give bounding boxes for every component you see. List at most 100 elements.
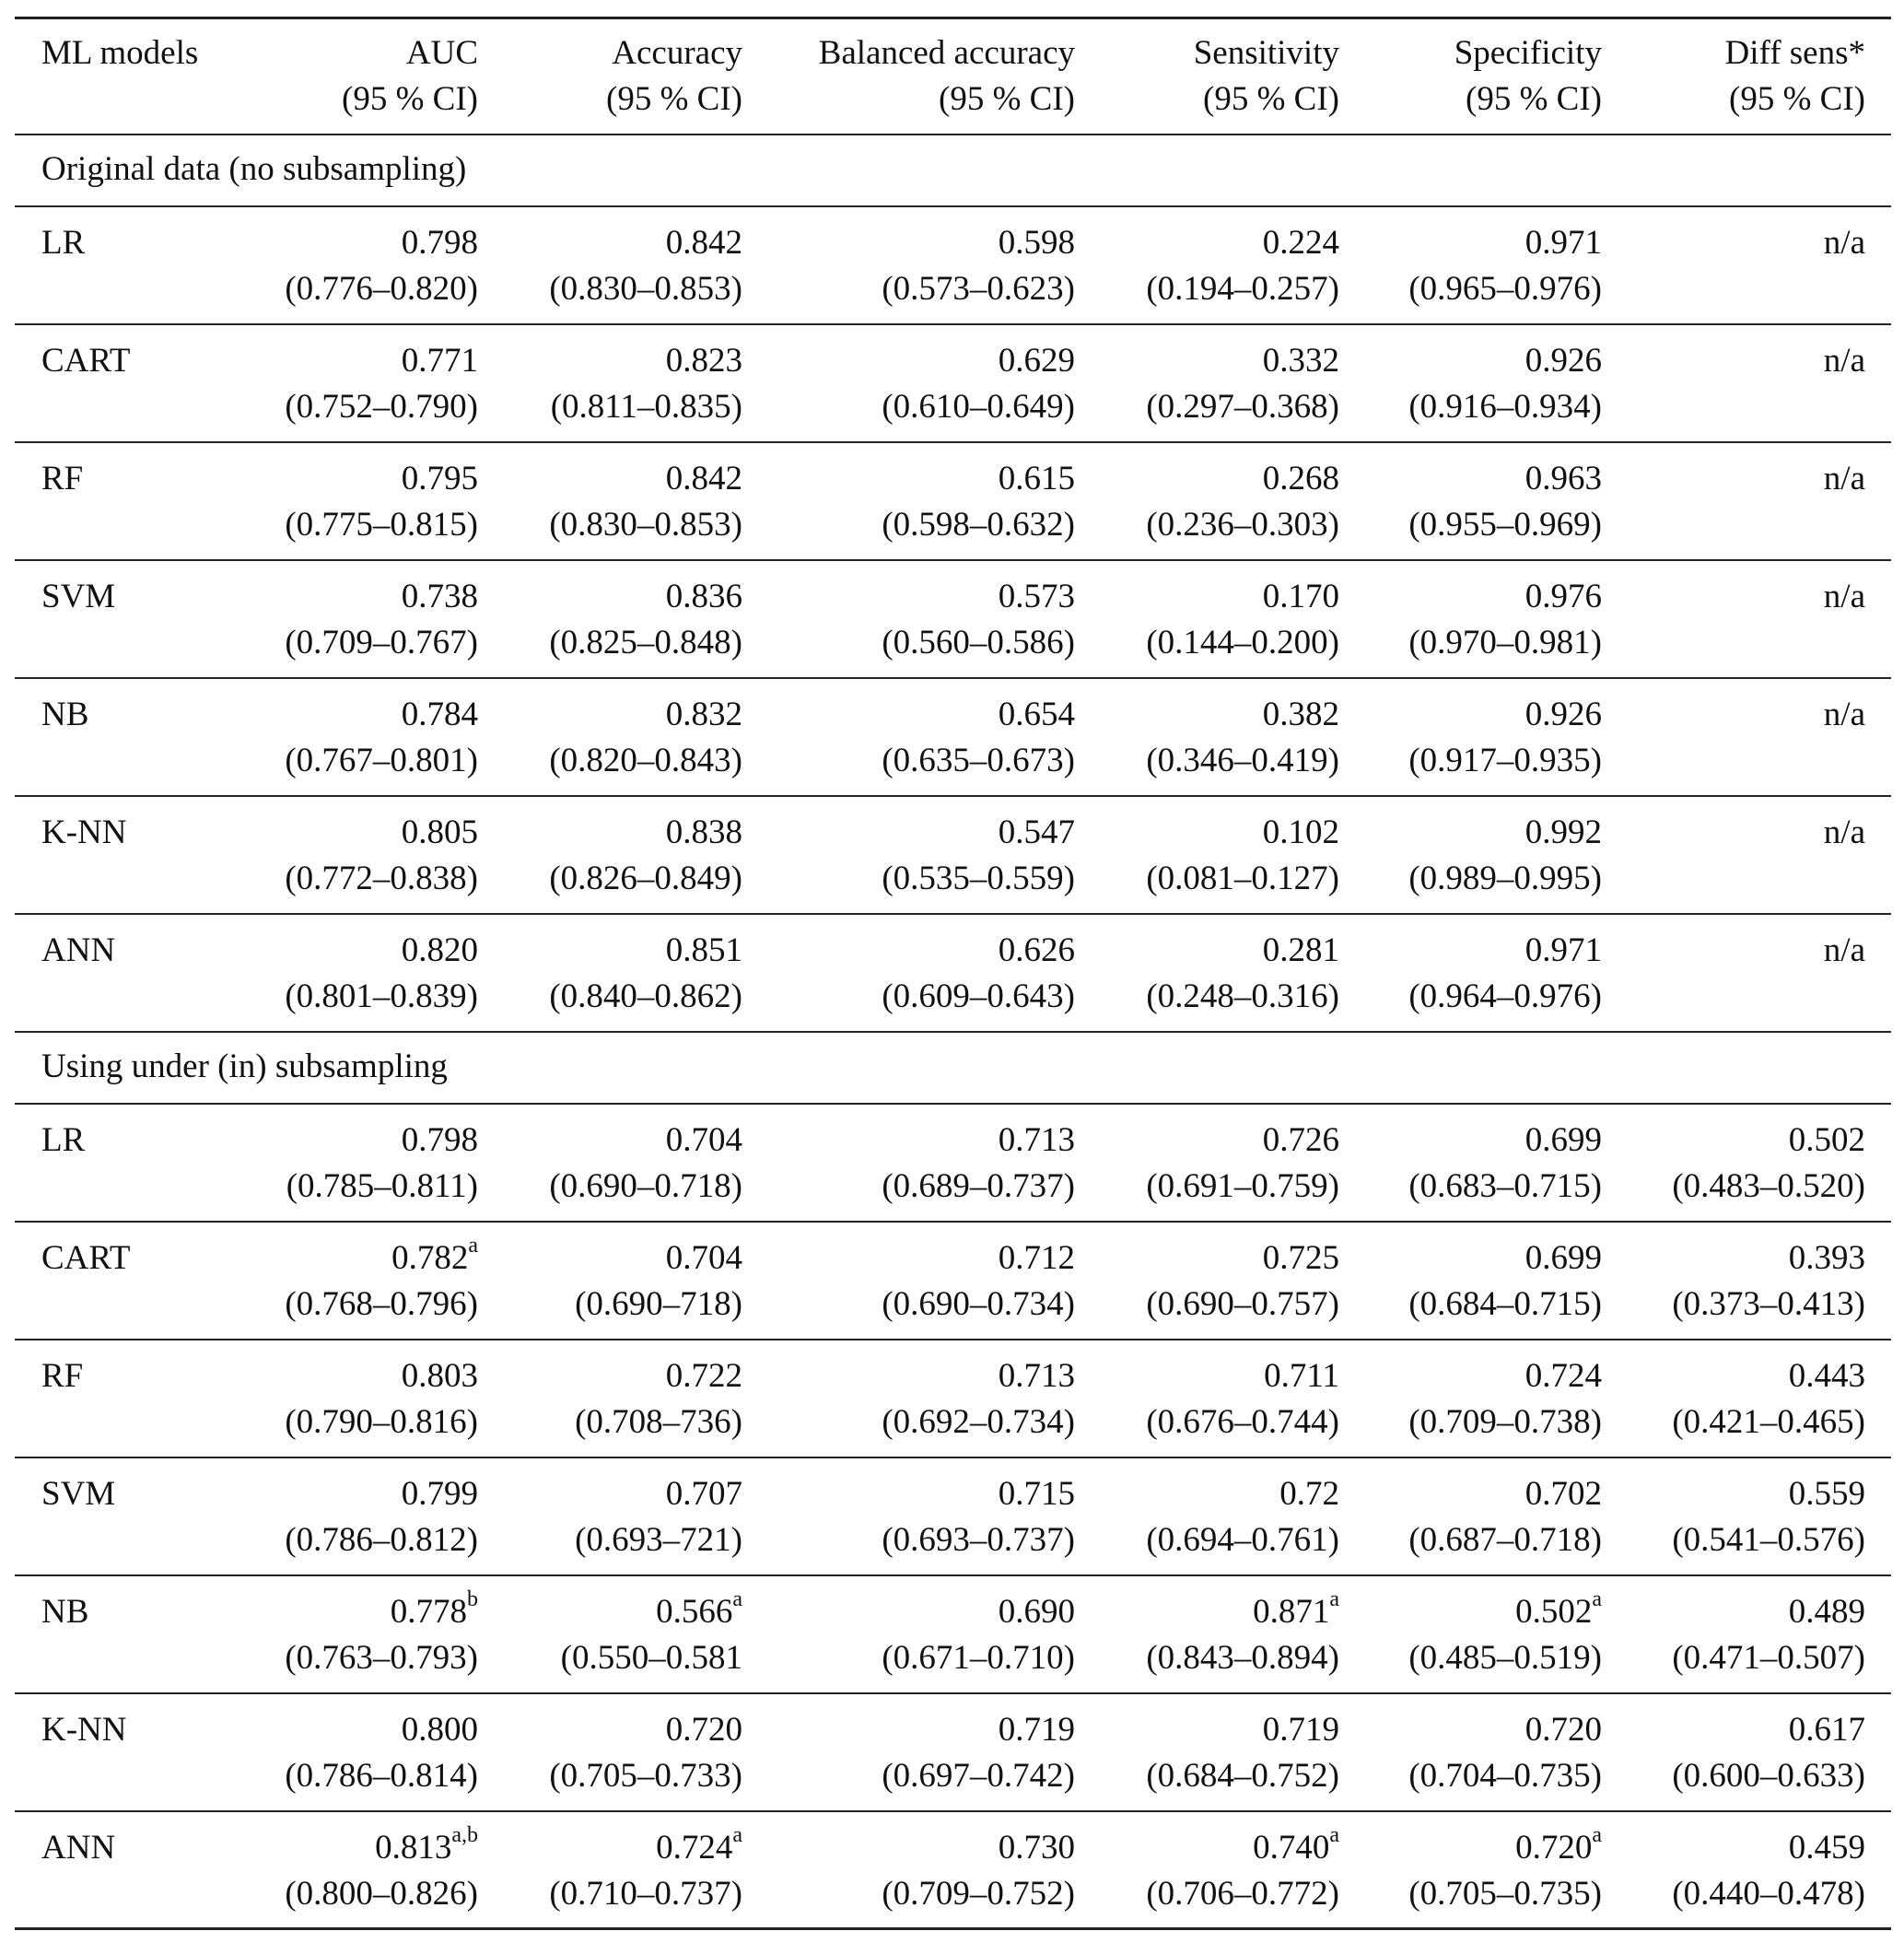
section-title: Original data (no subsampling) xyxy=(15,134,1891,207)
metric-value-line: 0.690 xyxy=(742,1589,1075,1635)
metric-value-line: 0.820 xyxy=(276,928,478,974)
metric-cell: 0.690 (0.671–0.710) xyxy=(742,1574,1075,1694)
column-header: Specificity (95 % CI) xyxy=(1339,17,1602,135)
column-title: Sensitivity xyxy=(1193,34,1339,72)
metric-cell: 0.713 (0.692–0.734) xyxy=(742,1339,1075,1458)
metric-value: 0.992 xyxy=(1524,813,1602,851)
metric-value-line: 0.443 xyxy=(1602,1353,1865,1399)
metric-value: 0.724 xyxy=(656,1828,733,1867)
confidence-interval: (0.775–0.815) xyxy=(285,505,478,544)
metric-value-line: 0.798 xyxy=(276,1118,478,1164)
model-name: SVM xyxy=(15,559,276,679)
confidence-interval: (0.917–0.935) xyxy=(1408,741,1602,779)
confidence-interval: (0.790–0.816) xyxy=(285,1402,478,1441)
confidence-interval: (0.483–0.520) xyxy=(1672,1166,1865,1205)
confidence-interval: (0.194–0.257) xyxy=(1146,269,1339,308)
confidence-interval: (0.768–0.796) xyxy=(285,1284,478,1323)
confidence-interval: (0.709–0.752) xyxy=(882,1874,1075,1913)
metric-cell: 0.778b (0.763–0.793) xyxy=(276,1574,478,1694)
confidence-interval: (0.684–0.715) xyxy=(1408,1284,1602,1323)
footnote-marker: a xyxy=(1592,1823,1602,1848)
metric-value-line: 0.724a xyxy=(478,1824,742,1871)
metric-cell: 0.617 (0.600–0.633) xyxy=(1602,1692,1891,1812)
metric-value-line: 0.720 xyxy=(1339,1707,1602,1753)
metric-value-line: 0.771 xyxy=(276,338,478,384)
metric-value: 0.715 xyxy=(998,1474,1075,1513)
metric-value-line: 0.805 xyxy=(276,810,478,856)
confidence-interval: (0.690–0.757) xyxy=(1146,1284,1339,1323)
confidence-interval: (0.573–0.623) xyxy=(882,269,1075,308)
confidence-interval: (0.671–0.710) xyxy=(882,1638,1075,1677)
metric-value: 0.713 xyxy=(998,1120,1075,1159)
metric-cell: 0.224 (0.194–0.257) xyxy=(1075,205,1339,325)
metric-value: 0.573 xyxy=(998,577,1075,615)
metric-cell: 0.443 (0.421–0.465) xyxy=(1602,1339,1891,1458)
metric-value-line: n/a xyxy=(1602,692,1865,738)
metric-value-line: 0.654 xyxy=(742,692,1075,738)
table-row: RF 0.795 (0.775–0.815) 0.842 (0.830–0.853) 0.… xyxy=(15,441,1891,561)
confidence-interval: (0.840–0.862) xyxy=(549,977,742,1015)
metric-value: 0.842 xyxy=(665,223,742,262)
metric-cell: 0.976 (0.970–0.981) xyxy=(1339,559,1602,679)
metric-cell: 0.842 (0.830–0.853) xyxy=(478,441,742,561)
metric-value: 0.281 xyxy=(1262,931,1339,969)
confidence-interval: (0.800–0.826) xyxy=(285,1874,478,1913)
metric-cell: 0.963 (0.955–0.969) xyxy=(1339,441,1602,561)
metric-value-line: 0.720a xyxy=(1339,1823,1602,1871)
metric-cell: 0.704 (0.690–0.718) xyxy=(478,1103,742,1223)
metric-value: 0.798 xyxy=(401,1120,478,1159)
confidence-interval: (0.709–0.767) xyxy=(285,623,478,661)
metric-value: 0.725 xyxy=(1262,1238,1339,1277)
column-title: Balanced accuracy xyxy=(818,34,1075,72)
model-name: CART xyxy=(15,323,276,443)
metric-cell: 0.926 (0.917–0.935) xyxy=(1339,677,1602,797)
metric-value-line: 0.713 xyxy=(742,1118,1075,1164)
metric-cell: 0.382 (0.346–0.419) xyxy=(1075,677,1339,797)
metric-value-line: 0.726 xyxy=(1075,1118,1339,1164)
metric-value: 0.699 xyxy=(1524,1238,1602,1277)
metric-value-line: 0.459 xyxy=(1602,1825,1865,1871)
metric-value-line: 0.224 xyxy=(1075,220,1339,266)
metric-cell: 0.102 (0.081–0.127) xyxy=(1075,795,1339,915)
metric-cell: 0.720a (0.705–0.735) xyxy=(1339,1810,1602,1930)
confidence-interval: (0.676–0.744) xyxy=(1146,1402,1339,1441)
metric-value: 0.443 xyxy=(1788,1356,1865,1395)
confidence-interval: (0.820–0.843) xyxy=(549,741,742,779)
metric-value: 0.102 xyxy=(1262,813,1339,851)
metric-cell: 0.566a (0.550–0.581 xyxy=(478,1574,742,1694)
metric-value-line: 0.926 xyxy=(1339,338,1602,384)
metric-cell: 0.711 (0.676–0.744) xyxy=(1075,1339,1339,1458)
confidence-interval: (0.485–0.519) xyxy=(1408,1638,1602,1677)
metric-cell: n/a xyxy=(1602,323,1891,443)
metric-cell: n/a xyxy=(1602,677,1891,797)
metric-value: 0.851 xyxy=(665,931,742,969)
confidence-interval: (0.297–0.368) xyxy=(1146,387,1339,426)
metric-value-line: 0.719 xyxy=(742,1707,1075,1753)
column-title: AUC xyxy=(405,34,478,72)
metric-value: 0.738 xyxy=(401,577,478,615)
metric-value: 0.268 xyxy=(1262,459,1339,497)
column-header: AUC (95 % CI) xyxy=(276,17,478,135)
table-row: K-NN 0.805 (0.772–0.838) 0.838 (0.826–0.849)… xyxy=(15,795,1891,915)
footnote-marker: b xyxy=(467,1587,478,1612)
confidence-interval: (0.801–0.839) xyxy=(285,977,478,1015)
confidence-interval: (0.421–0.465) xyxy=(1672,1402,1865,1441)
metric-value-line: 0.702 xyxy=(1339,1471,1602,1517)
metric-value: 0.805 xyxy=(401,813,478,851)
confidence-interval: (0.989–0.995) xyxy=(1408,859,1602,897)
metric-value: 0.566 xyxy=(656,1592,733,1631)
metric-cell: 0.726 (0.691–0.759) xyxy=(1075,1103,1339,1223)
metric-cell: 0.702 (0.687–0.718) xyxy=(1339,1457,1602,1576)
metric-value: 0.626 xyxy=(998,931,1075,969)
metric-cell: 0.720 (0.704–0.735) xyxy=(1339,1692,1602,1812)
metric-value: n/a xyxy=(1823,459,1865,497)
confidence-interval: (0.690–0.734) xyxy=(882,1284,1075,1323)
metric-cell: 0.782a (0.768–0.796) xyxy=(276,1221,478,1340)
metric-value: 0.971 xyxy=(1524,223,1602,262)
confidence-interval: (0.550–0.581 xyxy=(560,1638,742,1677)
metric-cell: 0.992 (0.989–0.995) xyxy=(1339,795,1602,915)
metric-cell: 0.799 (0.786–0.812) xyxy=(276,1457,478,1576)
metric-cell: 0.573 (0.560–0.586) xyxy=(742,559,1075,679)
metric-cell: 0.281 (0.248–0.316) xyxy=(1075,913,1339,1033)
metric-value-line: 0.170 xyxy=(1075,574,1339,620)
